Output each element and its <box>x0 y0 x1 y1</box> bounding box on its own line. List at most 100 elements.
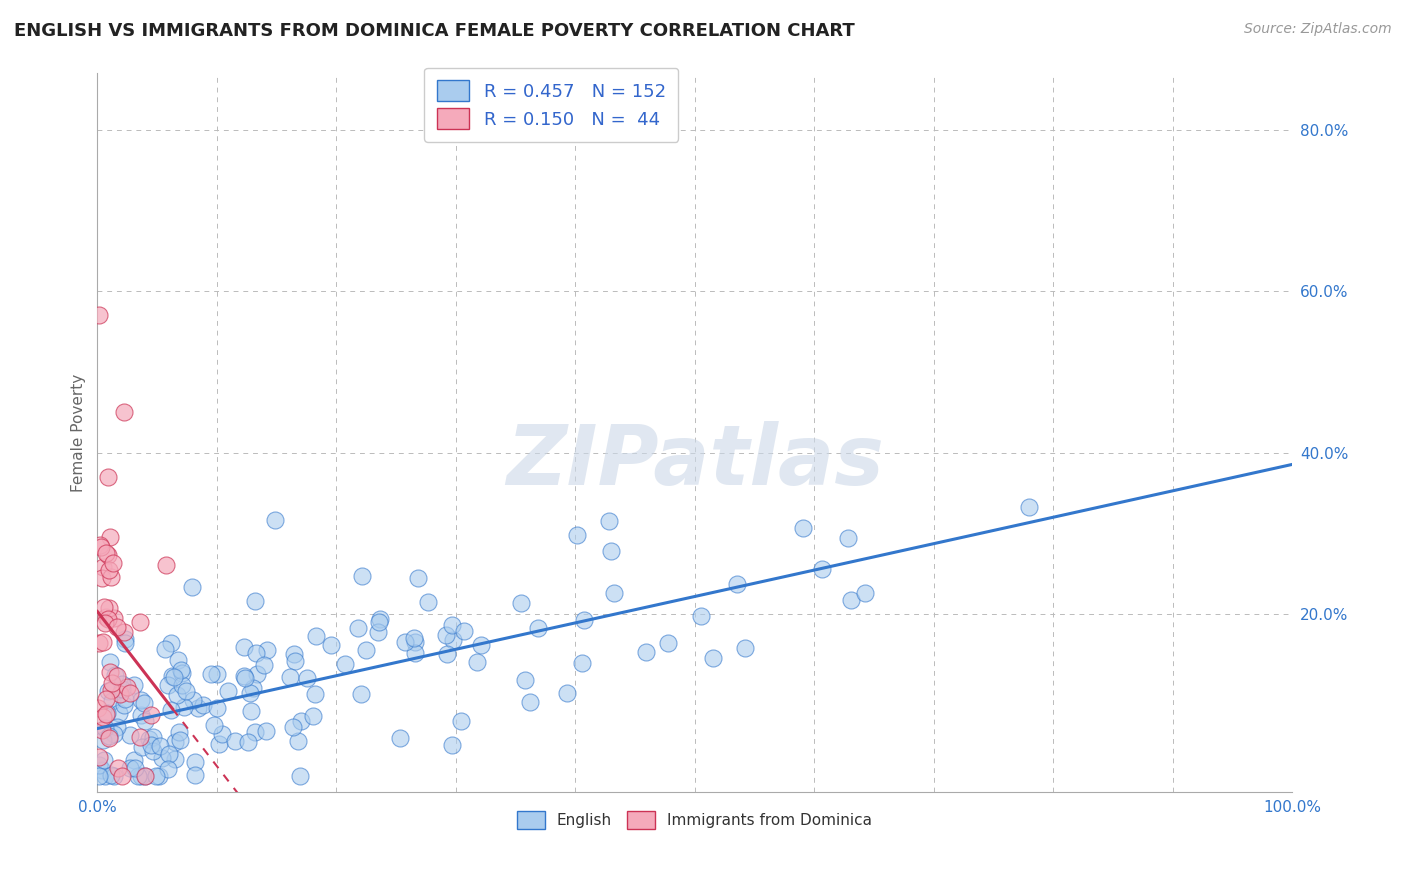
Point <box>370 612 392 626</box>
Point <box>124 760 146 774</box>
Point <box>105 720 128 734</box>
Point <box>689 608 711 623</box>
Point <box>145 769 167 783</box>
Point <box>111 681 134 696</box>
Point <box>163 670 186 684</box>
Point <box>159 747 181 761</box>
Point <box>129 708 152 723</box>
Point <box>97 601 120 615</box>
Point <box>287 734 309 748</box>
Point <box>94 546 117 560</box>
Point <box>134 714 156 728</box>
Point <box>97 683 120 698</box>
Point <box>98 563 121 577</box>
Point <box>103 668 125 682</box>
Point <box>634 645 657 659</box>
Point <box>233 669 256 683</box>
Point <box>129 615 152 630</box>
Point <box>243 594 266 608</box>
Point <box>98 665 121 679</box>
Point <box>236 735 259 749</box>
Point <box>87 636 110 650</box>
Point <box>404 631 426 645</box>
Point <box>155 558 177 572</box>
Point <box>155 642 177 657</box>
Point <box>837 532 859 546</box>
Point <box>131 740 153 755</box>
Point <box>280 670 302 684</box>
Point <box>367 625 389 640</box>
Point <box>571 656 593 670</box>
Point <box>510 596 533 610</box>
Point <box>90 764 112 778</box>
Point <box>657 636 679 650</box>
Text: ZIPatlas: ZIPatlas <box>506 421 883 501</box>
Point <box>134 769 156 783</box>
Text: ENGLISH VS IMMIGRANTS FROM DOMINICA FEMALE POVERTY CORRELATION CHART: ENGLISH VS IMMIGRANTS FROM DOMINICA FEMA… <box>14 22 855 40</box>
Point <box>166 652 188 666</box>
Point <box>90 571 112 585</box>
Point <box>304 629 326 643</box>
Point <box>94 722 117 736</box>
Point <box>441 632 464 647</box>
Point <box>288 769 311 783</box>
Point <box>205 701 228 715</box>
Point <box>406 571 429 585</box>
Point <box>734 640 756 655</box>
Point <box>127 769 149 783</box>
Point <box>839 592 862 607</box>
Point <box>160 702 183 716</box>
Point <box>98 656 121 670</box>
Point <box>297 671 319 685</box>
Point <box>453 624 475 638</box>
Point <box>367 615 389 629</box>
Point <box>107 760 129 774</box>
Point <box>256 643 278 657</box>
Point <box>94 610 117 624</box>
Point <box>91 723 114 738</box>
Point <box>129 730 152 744</box>
Point <box>141 739 163 753</box>
Point <box>211 727 233 741</box>
Point <box>181 580 204 594</box>
Point <box>853 586 876 600</box>
Point <box>110 687 132 701</box>
Point <box>90 540 112 554</box>
Point <box>245 646 267 660</box>
Point <box>246 666 269 681</box>
Point <box>598 514 620 528</box>
Point <box>111 769 134 783</box>
Point <box>103 611 125 625</box>
Point <box>87 769 110 783</box>
Point <box>253 658 276 673</box>
Point <box>89 538 111 552</box>
Point <box>112 625 135 640</box>
Point <box>233 671 256 685</box>
Point <box>160 636 183 650</box>
Point <box>97 729 120 743</box>
Point <box>811 562 834 576</box>
Point <box>142 744 165 758</box>
Point <box>347 622 370 636</box>
Point <box>118 761 141 775</box>
Point <box>118 728 141 742</box>
Point <box>156 762 179 776</box>
Point <box>101 556 124 570</box>
Point <box>184 755 207 769</box>
Point <box>352 569 374 583</box>
Point <box>111 677 134 691</box>
Point <box>242 681 264 695</box>
Point <box>103 727 125 741</box>
Point <box>173 700 195 714</box>
Point <box>122 753 145 767</box>
Point <box>157 678 180 692</box>
Point <box>416 595 439 609</box>
Point <box>94 707 117 722</box>
Point <box>93 635 115 649</box>
Point <box>87 757 110 772</box>
Point <box>98 731 121 745</box>
Point <box>232 640 254 655</box>
Point <box>87 700 110 714</box>
Point <box>87 309 110 323</box>
Point <box>394 635 416 649</box>
